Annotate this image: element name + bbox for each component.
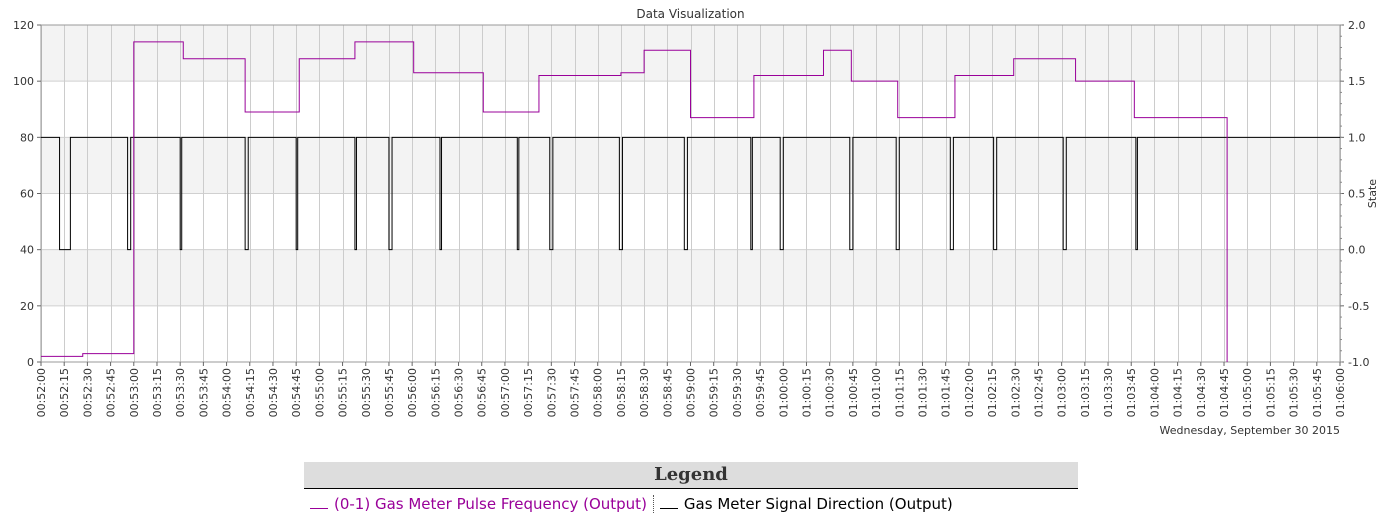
y-right-tick-label: 1.0 bbox=[1348, 131, 1366, 144]
x-tick-label: 00:54:15 bbox=[244, 368, 257, 417]
y-left-tick-label: 60 bbox=[20, 188, 34, 201]
x-tick-label: 01:00:30 bbox=[824, 368, 837, 417]
x-tick-label: 01:04:15 bbox=[1172, 368, 1185, 417]
y-left-tick-label: 40 bbox=[20, 244, 34, 257]
y-right-tick-label: 2.0 bbox=[1348, 19, 1366, 32]
x-tick-label: 00:59:15 bbox=[708, 368, 721, 417]
x-tick-label: 00:59:45 bbox=[754, 368, 767, 417]
x-tick-label: 00:52:30 bbox=[81, 368, 94, 417]
x-tick-label: 00:52:45 bbox=[105, 368, 118, 417]
x-tick-label: 00:54:30 bbox=[267, 368, 280, 417]
x-tick-label: 00:55:45 bbox=[383, 368, 396, 417]
x-tick-label: 01:00:00 bbox=[777, 368, 790, 417]
y-left-tick-label: 0 bbox=[27, 356, 34, 369]
y-left-tick-label: 80 bbox=[20, 131, 34, 144]
legend-swatch-signal-direction bbox=[659, 507, 678, 509]
x-tick-label: 00:52:15 bbox=[58, 368, 71, 417]
x-tick-label: 01:02:45 bbox=[1032, 368, 1045, 417]
y-right-tick-label: 0.0 bbox=[1348, 244, 1366, 257]
y-right-tick-label: -0.5 bbox=[1348, 300, 1369, 313]
x-tick-label: 01:00:45 bbox=[847, 368, 860, 417]
x-tick-label: 01:03:45 bbox=[1125, 368, 1138, 417]
x-tick-label: 01:01:45 bbox=[940, 368, 953, 417]
x-tick-label: 00:56:15 bbox=[429, 368, 442, 417]
x-tick-label: 00:54:45 bbox=[290, 368, 303, 417]
y-right-tick-label: -1.0 bbox=[1348, 356, 1369, 369]
y-right-tick-label: 1.5 bbox=[1348, 75, 1366, 88]
x-tick-label: 01:03:00 bbox=[1056, 368, 1069, 417]
x-tick-label: 00:57:30 bbox=[545, 368, 558, 417]
legend-item-pulse-frequency[interactable]: (0-1) Gas Meter Pulse Frequency (Output) bbox=[304, 495, 654, 513]
x-tick-label: 01:05:30 bbox=[1288, 368, 1301, 417]
x-tick-label: 00:52:00 bbox=[35, 368, 48, 417]
x-tick-label: 01:03:30 bbox=[1102, 368, 1115, 417]
x-tick-label: 01:01:30 bbox=[916, 368, 929, 417]
chart-title: Data Visualization bbox=[636, 7, 744, 21]
legend: Legend (0-1) Gas Meter Pulse Frequency (… bbox=[304, 462, 1078, 519]
x-tick-label: 01:02:30 bbox=[1009, 368, 1022, 417]
y-right-tick-label: 0.5 bbox=[1348, 188, 1366, 201]
x-tick-label: 00:56:00 bbox=[406, 368, 419, 417]
x-tick-label: 00:53:30 bbox=[174, 368, 187, 417]
x-tick-label: 00:57:45 bbox=[569, 368, 582, 417]
x-tick-label: 00:53:15 bbox=[151, 368, 164, 417]
series-line-signal-direction bbox=[41, 136, 1340, 251]
x-tick-label: 00:53:45 bbox=[197, 368, 210, 417]
legend-item-signal-direction[interactable]: Gas Meter Signal Direction (Output) bbox=[654, 495, 959, 513]
x-tick-label: 00:57:00 bbox=[499, 368, 512, 417]
x-tick-label: 00:55:30 bbox=[360, 368, 373, 417]
x-tick-label: 00:56:45 bbox=[476, 368, 489, 417]
x-tick-label: 01:05:00 bbox=[1241, 368, 1254, 417]
x-tick-label: 00:57:15 bbox=[522, 368, 535, 417]
grid-band bbox=[41, 249, 1340, 306]
x-tick-label: 01:03:15 bbox=[1079, 368, 1092, 417]
legend-label-pulse-frequency: (0-1) Gas Meter Pulse Frequency (Output) bbox=[334, 495, 647, 513]
x-tick-label: 00:53:00 bbox=[128, 368, 141, 417]
legend-swatch-pulse-frequency bbox=[310, 507, 328, 509]
date-label: Wednesday, September 30 2015 bbox=[1160, 424, 1340, 437]
x-tick-label: 01:02:15 bbox=[986, 368, 999, 417]
x-tick-label: 00:58:45 bbox=[661, 368, 674, 417]
x-tick-label: 01:04:30 bbox=[1195, 368, 1208, 417]
x-tick-label: 01:00:15 bbox=[800, 368, 813, 417]
x-tick-label: 01:06:00 bbox=[1334, 368, 1347, 417]
y-left-tick-label: 20 bbox=[20, 300, 34, 313]
x-tick-label: 00:58:30 bbox=[638, 368, 651, 417]
x-tick-label: 01:02:00 bbox=[963, 368, 976, 417]
chart: Data Visualization 0 20 40 60 80 100 120 -1.0 -0.… bbox=[13, 7, 1379, 437]
x-tick-label: 01:01:15 bbox=[893, 368, 906, 417]
y-left-tick-label: 100 bbox=[13, 75, 34, 88]
x-tick-label: 00:55:00 bbox=[313, 368, 326, 417]
y-right-axis-label: State bbox=[1366, 179, 1379, 208]
x-tick-label: 01:04:00 bbox=[1148, 368, 1161, 417]
x-tick-label: 00:56:30 bbox=[453, 368, 466, 417]
x-tick-label: 00:59:30 bbox=[731, 368, 744, 417]
x-tick-label: 01:01:00 bbox=[870, 368, 883, 417]
x-tick-label: 00:58:00 bbox=[592, 368, 605, 417]
x-tick-label: 01:04:45 bbox=[1218, 368, 1231, 417]
legend-row: (0-1) Gas Meter Pulse Frequency (Output)… bbox=[304, 489, 1078, 519]
legend-label-signal-direction: Gas Meter Signal Direction (Output) bbox=[683, 495, 953, 513]
x-tick-label: 00:54:00 bbox=[221, 368, 234, 417]
x-tick-label: 01:05:15 bbox=[1264, 368, 1277, 417]
y-left-tick-label: 120 bbox=[13, 19, 34, 32]
x-tick-label: 00:59:00 bbox=[685, 368, 698, 417]
grid-band bbox=[41, 137, 1340, 194]
legend-title: Legend bbox=[304, 462, 1078, 489]
x-tick-label: 00:58:15 bbox=[615, 368, 628, 417]
x-tick-label: 01:05:45 bbox=[1311, 368, 1324, 417]
x-tick-label: 00:55:15 bbox=[337, 368, 350, 417]
series-line-pulse-frequency bbox=[41, 41, 1228, 362]
